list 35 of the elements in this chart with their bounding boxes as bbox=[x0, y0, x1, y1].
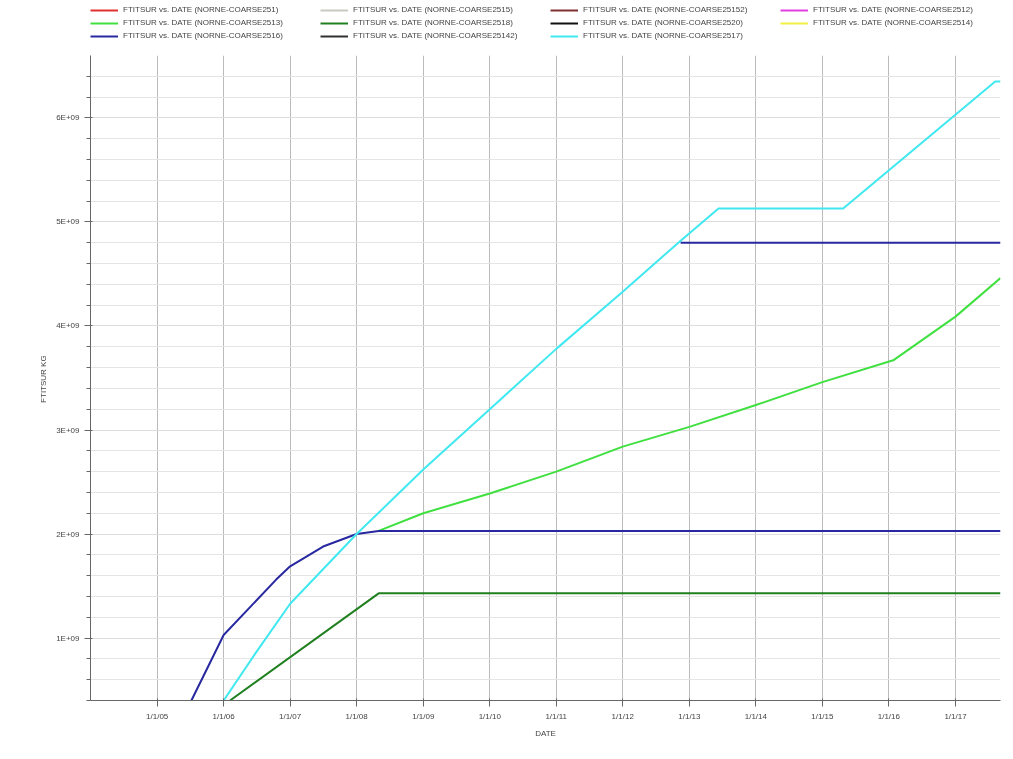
line-series bbox=[222, 80, 1001, 701]
legend-label: FTITSUR vs. DATE (NORNE-COARSE251) bbox=[123, 5, 279, 14]
x-tick-label: 1/1/06 bbox=[212, 711, 236, 721]
legend-label: FTITSUR vs. DATE (NORNE-COARSE2513) bbox=[123, 18, 283, 27]
y-tick-label: 3E+09 bbox=[56, 425, 81, 435]
legend-label: FTITSUR vs. DATE (NORNE-COARSE2515) bbox=[353, 5, 513, 14]
legend-label: FTITSUR vs. DATE (NORNE-COARSE2514) bbox=[813, 18, 973, 27]
legend-label: FTITSUR vs. DATE (NORNE-COARSE2516) bbox=[123, 31, 283, 40]
x-axis-title: DATE bbox=[535, 728, 556, 738]
x-tick-label: 1/1/11 bbox=[545, 711, 568, 721]
y-tick-label: 4E+09 bbox=[56, 321, 81, 331]
line-series bbox=[377, 277, 1001, 532]
x-tick-label: 1/1/15 bbox=[811, 711, 835, 721]
x-tick-label: 1/1/16 bbox=[877, 711, 901, 721]
y-tick-label: 6E+09 bbox=[56, 113, 81, 123]
x-tick-label: 1/1/07 bbox=[279, 711, 302, 721]
y-tick-label: 5E+09 bbox=[56, 217, 81, 227]
x-tick-label: 1/1/05 bbox=[146, 711, 169, 721]
line-series bbox=[190, 529, 1001, 701]
legend-label: FTITSUR vs. DATE (NORNE-COARSE2517) bbox=[583, 31, 743, 40]
y-axis-title: FTITSUR KG bbox=[39, 355, 49, 403]
legend-label: FTITSUR vs. DATE (NORNE-COARSE2518) bbox=[353, 18, 513, 27]
x-tick-label: 1/1/10 bbox=[478, 711, 502, 721]
legend-label: FTITSUR vs. DATE (NORNE-COARSE2512) bbox=[813, 5, 973, 14]
legend-label: FTITSUR vs. DATE (NORNE-COARSE25152) bbox=[583, 5, 748, 14]
x-tick-label: 1/1/14 bbox=[744, 711, 768, 721]
y-tick-label: 1E+09 bbox=[56, 633, 81, 643]
y-tick-label: 2E+09 bbox=[56, 529, 81, 539]
x-tick-label: 1/1/08 bbox=[345, 711, 369, 721]
x-tick-label: 1/1/17 bbox=[944, 711, 968, 721]
x-tick-label: 1/1/13 bbox=[678, 711, 702, 721]
legend-label: FTITSUR vs. DATE (NORNE-COARSE25142) bbox=[353, 31, 518, 40]
legend-label: FTITSUR vs. DATE (NORNE-COARSE2520) bbox=[583, 18, 743, 27]
x-tick-label: 1/1/12 bbox=[611, 711, 635, 721]
x-tick-label: 1/1/09 bbox=[412, 711, 435, 721]
